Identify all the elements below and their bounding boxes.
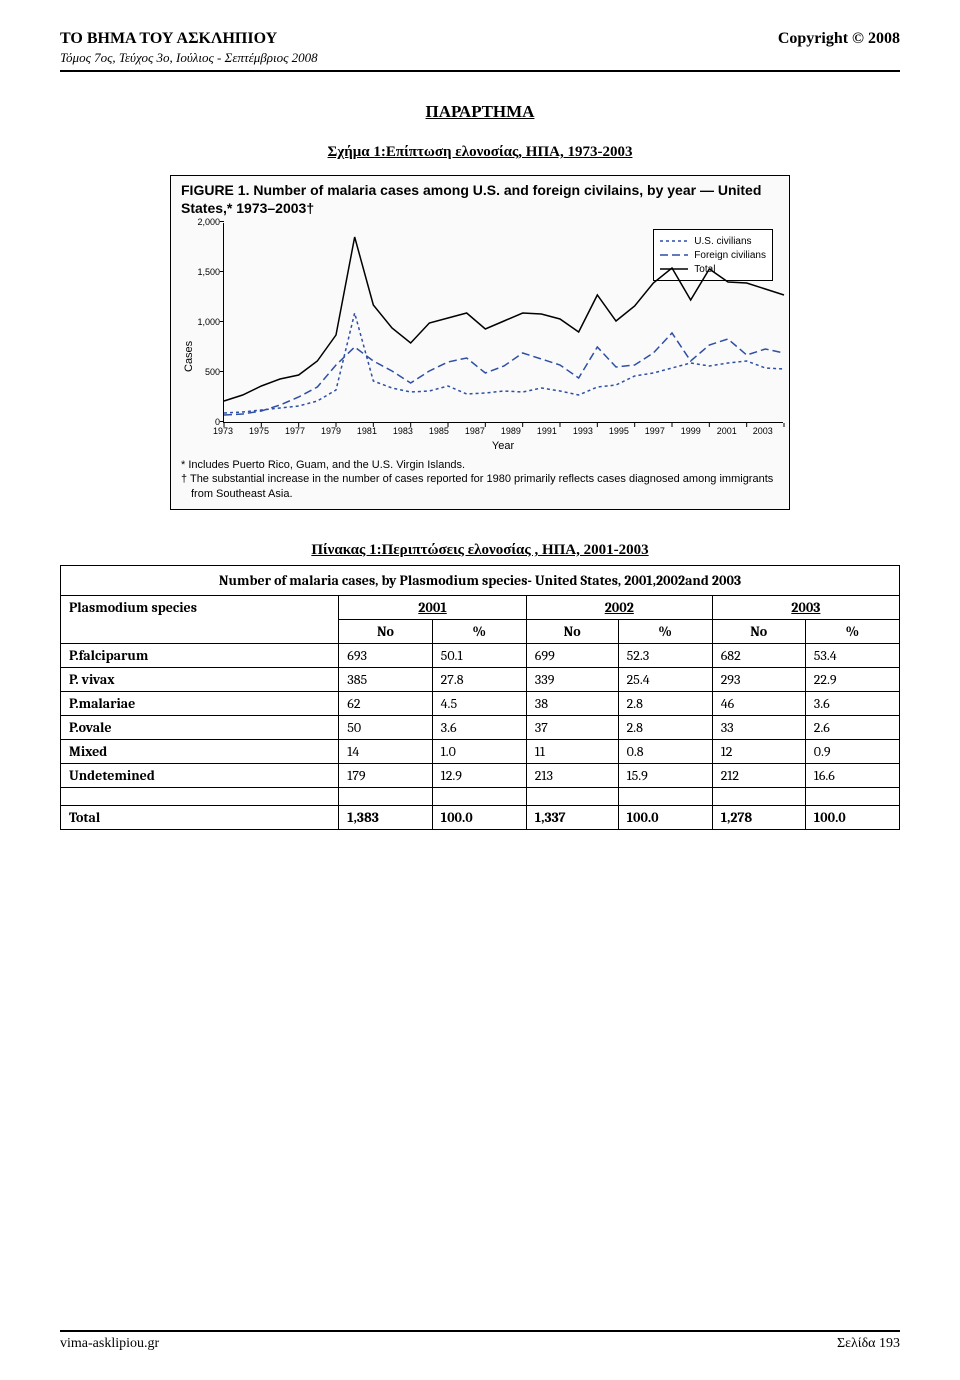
col-no: No (526, 619, 618, 643)
malaria-table: Number of malaria cases, by Plasmodium s… (60, 565, 900, 830)
table-title: Number of malaria cases, by Plasmodium s… (61, 565, 900, 595)
figure-caption: Σχήμα 1:Επίπτωση ελονοσίας, ΗΠΑ, 1973-20… (60, 144, 900, 161)
table-row-label: P. vivax (61, 667, 339, 691)
chart-plot-area: U.S. civiliansForeign civiliansTotal 050… (223, 223, 783, 423)
col-no: No (712, 619, 805, 643)
year-2002: 2002 (526, 595, 712, 619)
page-header: ΤΟ ΒΗΜΑ ΤΟΥ ΑΣΚΛΗΠΙΟΥ Copyright © 2008 (60, 30, 900, 48)
appendix-title: ΠΑΡΑΡΤΗΜΑ (60, 102, 900, 122)
table-row-label: P.ovale (61, 715, 339, 739)
footer-url: vima-asklipiou.gr (60, 1336, 159, 1352)
table-row-label: P.malariae (61, 691, 339, 715)
issue-subheader: Τόμος 7ος, Τεύχος 3ο, Ιούλιος - Σεπτέμβρ… (60, 50, 900, 66)
year-2003: 2003 (712, 595, 899, 619)
figure-1-chart: FIGURE 1. Number of malaria cases among … (170, 175, 790, 510)
page-footer: vima-asklipiou.gr Σελίδα 193 (60, 1330, 900, 1352)
header-rule (60, 70, 900, 72)
copyright: Copyright © 2008 (778, 30, 900, 48)
chart-title: FIGURE 1. Number of malaria cases among … (181, 182, 779, 217)
chart-footnotes: * Includes Puerto Rico, Guam, and the U.… (181, 458, 779, 501)
footer-page: Σελίδα 193 (837, 1336, 900, 1352)
x-axis-ticks: 1973197519771979198119831985198719891991… (223, 423, 783, 436)
col-%: % (805, 619, 899, 643)
journal-title: ΤΟ ΒΗΜΑ ΤΟΥ ΑΣΚΛΗΠΙΟΥ (60, 30, 277, 48)
x-axis-label: Year (223, 440, 783, 452)
col-%: % (432, 619, 526, 643)
table-row-label: Undetemined (61, 763, 339, 787)
table-caption: Πίνακας 1:Περιπτώσεις ελονοσίας , ΗΠΑ, 2… (60, 542, 900, 559)
chart-lines (224, 223, 784, 423)
col-no: No (339, 619, 432, 643)
table-row-label: Mixed (61, 739, 339, 763)
year-2001: 2001 (339, 595, 527, 619)
species-header: Plasmodium species (61, 595, 339, 643)
table-row-label: P.falciparum (61, 643, 339, 667)
table-row-label: Total (61, 805, 339, 829)
col-%: % (618, 619, 712, 643)
